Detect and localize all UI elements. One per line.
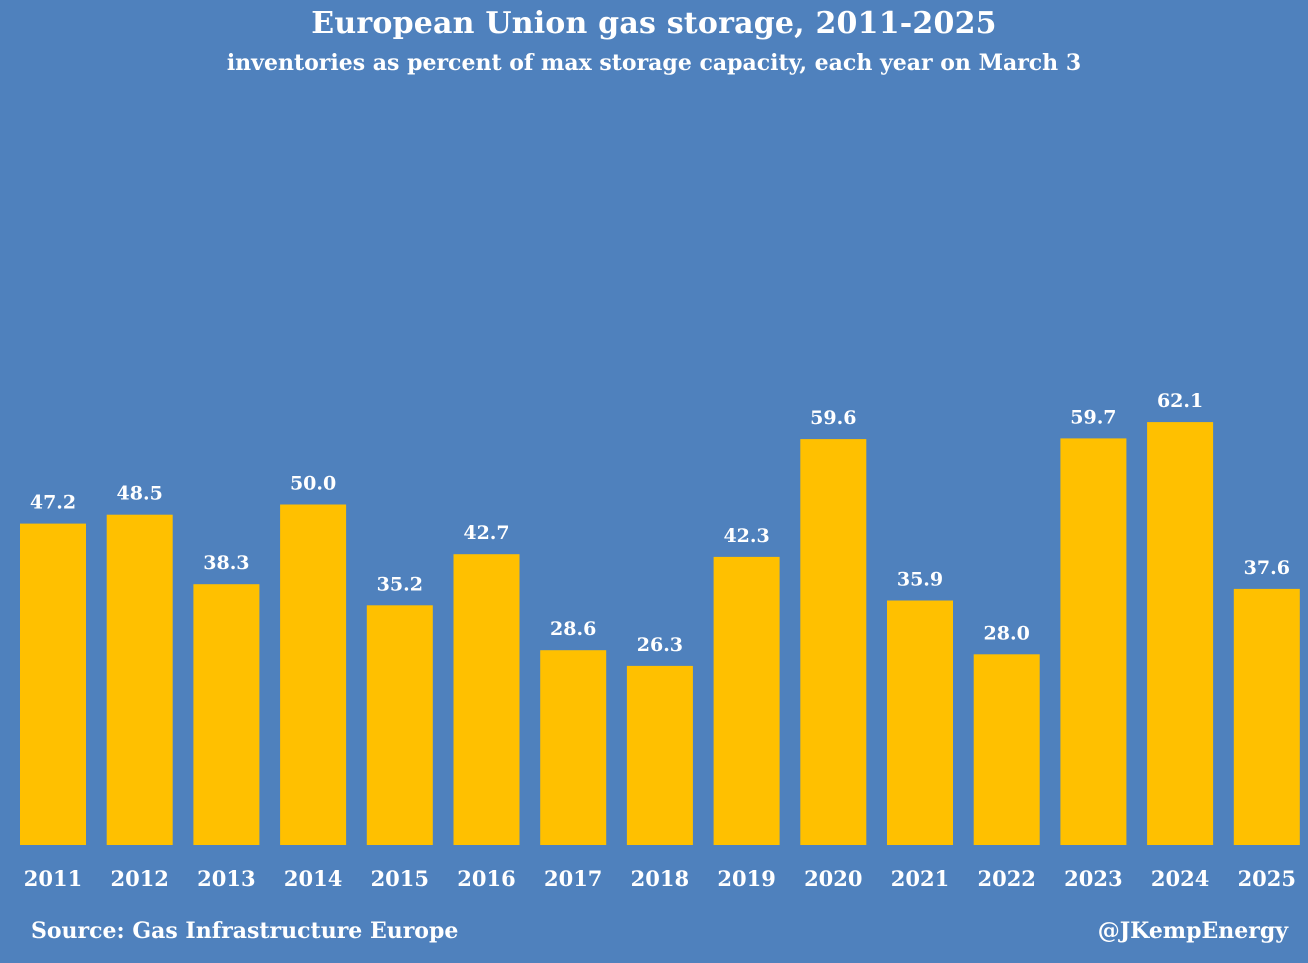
x-tick-label-2015: 2015: [371, 866, 429, 891]
bar-2022: [973, 654, 1040, 845]
bar-2020: [800, 439, 867, 845]
bar-2021: [887, 600, 953, 845]
bar-2023: [1060, 438, 1127, 845]
bar-2016: [453, 554, 520, 845]
value-label-2011: 47.2: [30, 492, 76, 514]
chart-title: European Union gas storage, 2011-2025: [311, 6, 997, 41]
value-label-2017: 28.6: [550, 618, 596, 640]
x-tick-label-2016: 2016: [457, 866, 515, 891]
value-label-2023: 59.7: [1070, 406, 1116, 428]
bar-2018: [626, 665, 693, 845]
x-tick-label-2011: 2011: [24, 866, 82, 891]
x-tick-label-2024: 2024: [1151, 866, 1209, 891]
value-label-2024: 62.1: [1157, 390, 1203, 412]
bar-2012: [106, 514, 173, 845]
bar-2015: [366, 605, 433, 845]
value-label-2019: 42.3: [723, 525, 769, 547]
x-tick-label-2021: 2021: [891, 866, 949, 891]
value-label-2012: 48.5: [117, 483, 163, 505]
x-tick-label-2022: 2022: [977, 866, 1035, 891]
value-label-2020: 59.6: [810, 407, 856, 429]
x-tick-label-2017: 2017: [544, 866, 602, 891]
bar-2014: [280, 504, 347, 845]
value-label-2014: 50.0: [290, 473, 336, 495]
bar-2024: [1147, 422, 1214, 845]
value-label-2016: 42.7: [463, 522, 509, 544]
value-label-2021: 35.9: [897, 569, 943, 591]
source-note: Source: Gas Infrastructure Europe: [31, 918, 459, 944]
x-tick-label-2019: 2019: [717, 866, 775, 891]
value-label-2018: 26.3: [637, 634, 683, 656]
x-tick-label-2023: 2023: [1064, 866, 1122, 891]
x-tick-label-2025: 2025: [1238, 866, 1296, 891]
x-tick-label-2018: 2018: [631, 866, 689, 891]
value-label-2015: 35.2: [377, 573, 423, 595]
x-tick-label-2020: 2020: [804, 866, 862, 891]
bar-2013: [193, 584, 260, 845]
value-label-2022: 28.0: [984, 622, 1030, 644]
bar-2025: [1233, 588, 1300, 845]
x-tick-label-2012: 2012: [110, 866, 168, 891]
x-tick-label-2013: 2013: [197, 866, 255, 891]
credit-note: @JKempEnergy: [1097, 918, 1288, 944]
x-tick-label-2014: 2014: [284, 866, 342, 891]
value-label-2025: 37.6: [1244, 557, 1290, 579]
bar-2011: [20, 523, 86, 845]
chart-subtitle: inventories as percent of max storage ca…: [226, 50, 1082, 76]
value-label-2013: 38.3: [203, 552, 249, 574]
bar-2017: [540, 650, 607, 845]
bar-2019: [713, 556, 780, 845]
